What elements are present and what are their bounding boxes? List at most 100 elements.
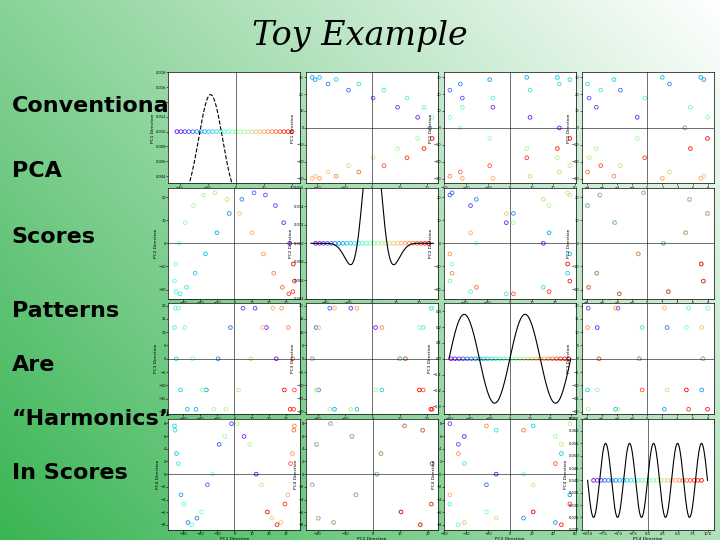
Point: [267, 304, 279, 313]
Point: [680, 386, 692, 394]
Point: [685, 476, 696, 485]
Point: [215, 127, 226, 136]
Point: [698, 277, 709, 286]
Point: [564, 134, 575, 143]
Point: [502, 354, 513, 363]
Point: [636, 476, 648, 485]
Point: [345, 239, 356, 248]
Point: [413, 323, 425, 332]
Point: [279, 386, 290, 394]
Point: [444, 420, 456, 428]
Point: [276, 283, 288, 292]
Point: [282, 323, 294, 332]
Point: [615, 86, 626, 94]
Point: [223, 209, 235, 218]
Point: [636, 386, 648, 394]
Point: [556, 440, 567, 449]
Point: [446, 260, 458, 268]
Point: [486, 354, 498, 363]
Y-axis label: PC1 Direction: PC1 Direction: [292, 113, 295, 143]
Point: [424, 124, 436, 132]
Point: [287, 449, 298, 458]
Point: [465, 228, 477, 237]
Point: [425, 304, 436, 313]
Point: [680, 228, 691, 237]
Point: [171, 354, 182, 363]
Point: [610, 476, 621, 485]
Point: [349, 239, 361, 248]
Point: [549, 518, 561, 527]
Point: [612, 304, 624, 313]
Point: [181, 283, 192, 292]
Point: [444, 86, 456, 94]
Point: [173, 460, 184, 468]
Point: [543, 354, 554, 363]
Point: [311, 440, 323, 449]
Point: [350, 490, 361, 499]
Point: [271, 521, 283, 529]
Point: [251, 127, 262, 136]
Point: [528, 508, 539, 516]
Point: [356, 239, 368, 248]
Point: [471, 195, 482, 204]
Point: [341, 239, 353, 248]
Point: [471, 283, 482, 292]
Point: [262, 127, 274, 136]
Point: [395, 508, 407, 516]
Point: [287, 354, 298, 363]
Point: [351, 405, 363, 414]
Point: [606, 476, 618, 485]
Point: [388, 239, 400, 248]
Y-axis label: PC3 Direction: PC3 Direction: [567, 344, 571, 374]
Point: [618, 476, 629, 485]
Point: [222, 127, 234, 136]
Point: [544, 228, 555, 237]
Point: [207, 127, 218, 136]
Point: [333, 239, 345, 248]
Point: [285, 460, 297, 468]
Point: [582, 201, 593, 210]
Point: [638, 188, 649, 197]
Point: [372, 239, 384, 248]
Point: [680, 323, 692, 332]
Point: [288, 405, 300, 414]
Point: [209, 188, 220, 197]
Point: [614, 476, 626, 485]
Point: [232, 420, 243, 428]
Point: [415, 521, 426, 529]
Y-axis label: PC1 Direction: PC1 Direction: [567, 113, 571, 143]
Point: [276, 304, 287, 313]
Point: [591, 269, 603, 278]
Point: [208, 405, 220, 414]
Point: [266, 127, 278, 136]
Point: [289, 386, 300, 394]
Point: [638, 188, 649, 197]
Point: [697, 354, 708, 363]
Point: [219, 432, 230, 441]
Point: [282, 490, 294, 499]
X-axis label: PC1 Direction: PC1 Direction: [220, 191, 249, 194]
Point: [538, 283, 549, 292]
Point: [178, 500, 189, 508]
X-axis label: PC2 Direction: PC2 Direction: [357, 191, 387, 194]
Point: [514, 354, 526, 363]
Point: [659, 405, 670, 414]
Point: [454, 124, 466, 132]
Y-axis label: PC3 Direction: PC3 Direction: [154, 344, 158, 374]
Point: [538, 195, 549, 204]
Point: [289, 277, 300, 286]
Point: [651, 476, 662, 485]
Point: [494, 354, 505, 363]
Point: [187, 127, 199, 136]
Point: [343, 86, 354, 94]
Point: [418, 103, 430, 112]
Point: [696, 386, 708, 394]
Point: [213, 440, 225, 449]
Point: [329, 405, 341, 414]
Point: [552, 73, 563, 82]
Point: [369, 239, 380, 248]
Point: [549, 460, 561, 468]
Point: [325, 239, 337, 248]
Point: [556, 521, 567, 529]
Point: [364, 239, 376, 248]
